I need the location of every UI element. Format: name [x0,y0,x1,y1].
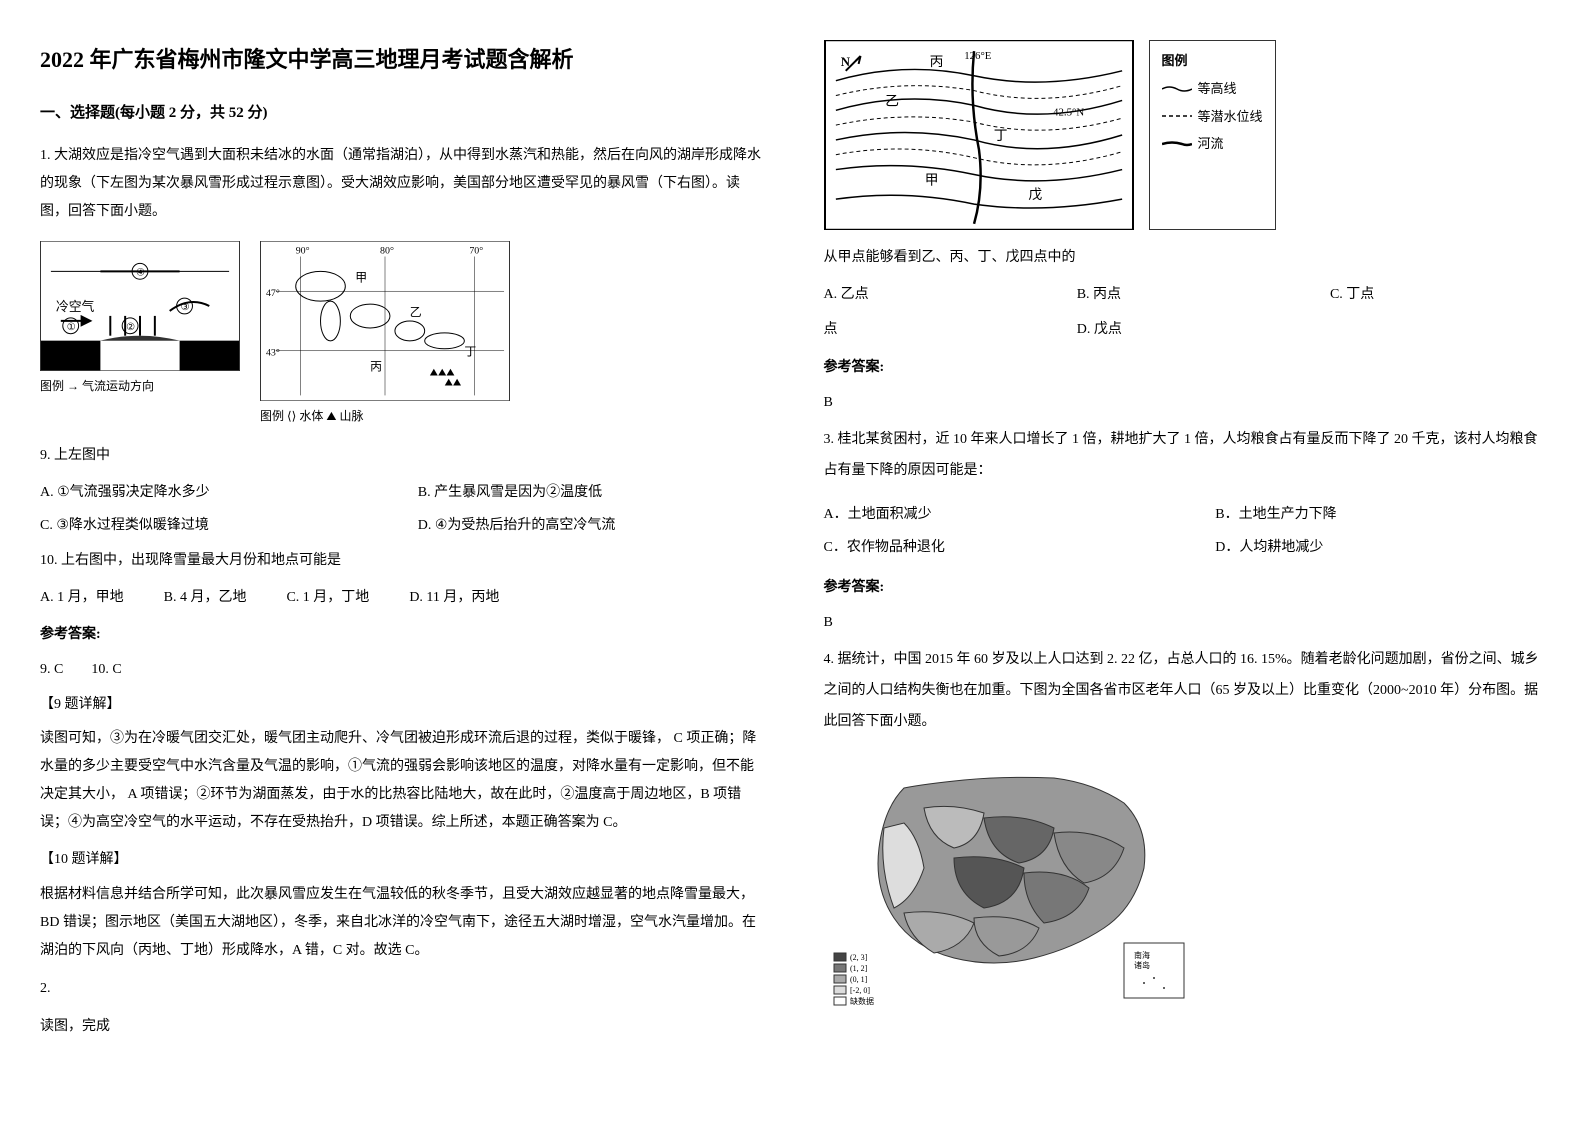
svg-text:43°: 43° [266,347,280,358]
svg-text:丙: 丙 [370,359,382,373]
q3-answer: B [824,610,1548,635]
cold-air-label: 冷空气 [56,299,95,314]
q2-contour-map: N 丙 126°E 乙 丁 [824,40,1134,230]
q1-fig1-caption: 图例 → 气流运动方向 [40,376,240,398]
q2-opt-c: C. 丁点 [1330,282,1547,307]
q1-figure1-wrap: 冷空气 ① ② ③ ④ [40,241,240,398]
svg-text:80°: 80° [380,245,394,256]
svg-text:乙: 乙 [410,305,422,319]
svg-text:①: ① [67,321,76,332]
q1-sub10-options: A. 1 月，甲地 B. 4 月，乙地 C. 1 月，丁地 D. 11 月，丙地 [40,585,764,610]
q2-opt-b: B. 丙点 [1077,282,1330,307]
svg-text:(1, 2]: (1, 2] [850,964,868,973]
svg-text:④: ④ [136,267,145,278]
q2-opt-c-cont: 点 [824,317,1077,342]
svg-text:甲: 甲 [924,172,938,187]
section-heading: 一、选择题(每小题 2 分，共 52 分) [40,100,764,127]
q1-sub10: 10. 上右图中，出现降雪量最大月份和地点可能是 [40,547,764,575]
q2-answer-heading: 参考答案: [824,355,1548,380]
great-lakes-map: 90° 80° 70° 47° 43° [261,241,509,401]
q3-options: A．土地面积减少 B．土地生产力下降 C．农作物品种退化 D．人均耕地减少 [824,502,1548,560]
q2-legend: 图例 等高线 等潜水位线 河流 [1149,40,1276,230]
svg-text:(2, 3]: (2, 3] [850,953,868,962]
svg-text:甲: 甲 [355,270,367,284]
svg-text:126°E: 126°E [964,50,992,62]
q4-china-map: 南海 诸岛 (2, 3] (1, 2] (0, 1] [-2, 0] 缺数据 [824,748,1204,1008]
q3-opt-c: C．农作物品种退化 [824,535,1156,560]
q1-figure1: 冷空气 ① ② ③ ④ [40,241,240,371]
contour-map-svg: N 丙 126°E 乙 丁 [826,40,1132,230]
lake-effect-diagram: 冷空气 ① ② ③ ④ [41,241,239,371]
q1-sub10-opt-d: D. 11 月，丙地 [409,585,499,610]
q1-figures-row: 冷空气 ① ② ③ ④ [40,241,764,428]
q2-legend-title: 图例 [1162,49,1263,72]
q4-text: 4. 据统计，中国 2015 年 60 岁及以上人口达到 2. 22 亿，占总人… [824,645,1548,737]
q1-sub10-opt-b: B. 4 月，乙地 [164,585,247,610]
q2-prompt: 读图，完成 [40,1013,764,1041]
q2-opt-a: A. 乙点 [824,282,1077,307]
svg-text:42.5°N: 42.5°N [1053,106,1084,118]
svg-text:缺数据: 缺数据 [850,996,874,1006]
q1-sub9-opt-b: B. 产生暴风雪是因为②温度低 [418,480,764,505]
q1-answer-heading: 参考答案: [40,622,764,647]
legend-contour-label: 等高线 [1198,77,1237,100]
svg-text:诸岛: 诸岛 [1134,960,1150,970]
svg-text:②: ② [126,321,135,332]
q2-opt-d: D. 戊点 [1077,317,1330,342]
page-title: 2022 年广东省梅州市隆文中学高三地理月考试题含解析 [40,40,764,80]
legend-contour: 等高线 [1162,77,1263,100]
right-column: N 丙 126°E 乙 丁 [824,40,1548,1051]
q1-sub10-opt-a: A. 1 月，甲地 [40,585,124,610]
q3-opt-d: D．人均耕地减少 [1215,535,1547,560]
q2-number: 2. [40,975,764,1003]
legend-water-table: 等潜水位线 [1162,105,1263,128]
svg-text:N: N [840,55,850,69]
svg-text:[-2, 0]: [-2, 0] [850,986,870,995]
china-map-svg: 南海 诸岛 (2, 3] (1, 2] (0, 1] [-2, 0] 缺数据 [824,748,1204,1008]
legend-river: 河流 [1162,132,1263,155]
svg-text:丁: 丁 [464,344,476,358]
svg-text:丙: 丙 [929,54,943,69]
svg-text:47°: 47° [266,288,280,299]
q1-sub9-options: A. ①气流强弱决定降水多少 B. 产生暴风雪是因为②温度低 C. ③降水过程类… [40,480,764,538]
q1-exp9-heading: 【9 题详解】 [40,692,764,717]
q1-exp10-text: 根据材料信息并结合所学可知，此次暴风雪应发生在气温较低的秋冬季节，且受大湖效应越… [40,881,764,965]
q2-map-wrap: N 丙 126°E 乙 丁 [824,40,1548,230]
legend-river-label: 河流 [1198,132,1224,155]
q1-intro: 1. 大湖效应是指冷空气遇到大面积未结冰的水面（通常指湖泊），从中得到水蒸汽和热… [40,142,764,226]
svg-text:70°: 70° [469,245,483,256]
q2-options: A. 乙点 B. 丙点 C. 丁点 点 D. 戊点 [824,282,1548,342]
q3-text: 3. 桂北某贫困村，近 10 年来人口增长了 1 倍，耕地扩大了 1 倍，人均粮… [824,425,1548,487]
q3-opt-b: B．土地生产力下降 [1215,502,1547,527]
q1-sub9-opt-c: C. ③降水过程类似暖锋过境 [40,513,358,538]
q1-answers: 9. C 10. C [40,657,764,682]
q1-figure2-wrap: 90° 80° 70° 47° 43° [260,241,510,428]
svg-text:乙: 乙 [885,93,899,108]
q1-exp9-text: 读图可知，③为在冷暖气团交汇处，暖气团主动爬升、冷气团被迫形成环流后退的过程，类… [40,725,764,837]
svg-text:戊: 戊 [1028,187,1042,202]
q1-exp10-heading: 【10 题详解】 [40,847,764,872]
q2-question: 从甲点能够看到乙、丙、丁、戊四点中的 [824,245,1548,270]
q2-answer: B [824,390,1548,415]
legend-water-table-label: 等潜水位线 [1198,105,1263,128]
q1-sub10-opt-c: C. 1 月，丁地 [286,585,369,610]
q1-figure2: 90° 80° 70° 47° 43° [260,241,510,401]
q3-opt-a: A．土地面积减少 [824,502,1156,527]
svg-text:③: ③ [181,302,190,313]
q1-sub9: 9. 上左图中 [40,442,764,470]
svg-text:⛰⛰: ⛰⛰ [445,377,462,388]
svg-text:90°: 90° [296,245,310,256]
svg-text:丁: 丁 [993,128,1007,143]
q1-sub9-opt-d: D. ④为受热后抬升的高空冷气流 [418,513,764,538]
svg-text:(0, 1]: (0, 1] [850,975,868,984]
left-column: 2022 年广东省梅州市隆文中学高三地理月考试题含解析 一、选择题(每小题 2 … [40,40,764,1051]
q3-answer-heading: 参考答案: [824,575,1548,600]
svg-text:南海: 南海 [1134,950,1150,960]
q1-fig2-caption: 图例 ⟨⟩ 水体 ⛰ 山脉 [260,406,510,428]
q1-sub9-opt-a: A. ①气流强弱决定降水多少 [40,480,358,505]
